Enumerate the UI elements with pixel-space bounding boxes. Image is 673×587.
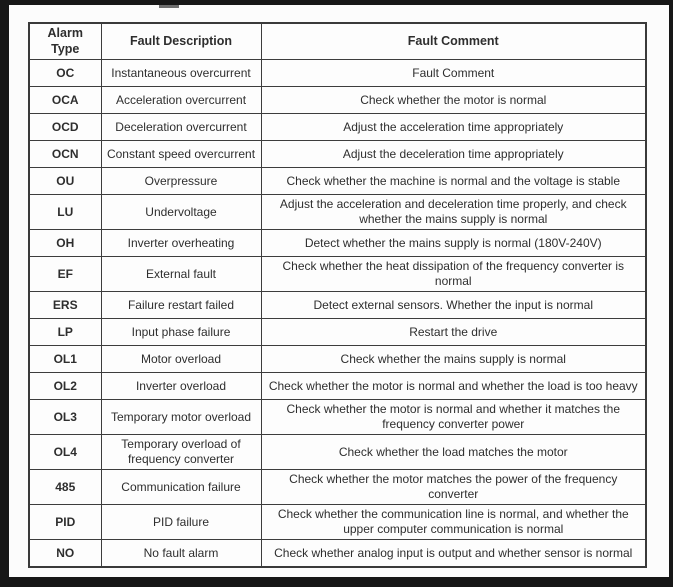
fault-description-cell: Temporary motor overload [100, 399, 262, 436]
fault-comment-cell: Adjust the acceleration and deceleration… [260, 194, 647, 231]
table-row: OU Overpressure Check whether the machine … [28, 167, 647, 196]
table-row: OCA Acceleration overcurrent Check whether… [28, 86, 647, 115]
alarm-type-cell: PID [28, 504, 102, 541]
table-row: OCN Constant speed overcurrent Adjust the … [28, 140, 647, 169]
fault-comment-cell: Detect external sensors. Whether the inp… [260, 291, 647, 320]
alarm-type-cell: OL4 [28, 434, 102, 471]
fault-description-cell: Overpressure [100, 167, 262, 196]
fault-table-body: OC Instantaneous overcurrent Fault Comment… [28, 59, 647, 568]
fault-comment-cell: Restart the drive [260, 318, 647, 347]
alarm-type-cell: NO [28, 539, 102, 568]
alarm-type-cell: OL2 [28, 372, 102, 401]
table-row: OL1 Motor overload Check whether the mains… [28, 345, 647, 374]
table-row: 485 Communication failure Check whether th… [28, 469, 647, 506]
fault-comment-cell: Check whether the communication line is … [260, 504, 647, 541]
alarm-type-cell: OCA [28, 86, 102, 115]
header-row: Alarm Type Fault Description Fault Comme… [28, 22, 647, 61]
table-row: OH Inverter overheating Detect whether the… [28, 229, 647, 258]
fault-table-header: Alarm Type Fault Description Fault Comme… [28, 22, 647, 61]
table-row: PID PID failure Check whether the communic… [28, 504, 647, 541]
fault-comment-cell: Fault Comment [260, 59, 647, 88]
fault-comment-cell: Check whether the load matches the motor [260, 434, 647, 471]
fault-comment-cell: Check whether analog input is output and… [260, 539, 647, 568]
fault-description-cell: Inverter overload [100, 372, 262, 401]
column-header-fault-comment: Fault Comment [260, 22, 647, 61]
fault-description-cell: No fault alarm [100, 539, 262, 568]
alarm-type-cell: OL1 [28, 345, 102, 374]
alarm-type-cell: LU [28, 194, 102, 231]
fault-description-cell: Failure restart failed [100, 291, 262, 320]
table-row: OCD Deceleration overcurrent Adjust the ac… [28, 113, 647, 142]
fault-description-cell: PID failure [100, 504, 262, 541]
fault-comment-cell: Check whether the mains supply is normal [260, 345, 647, 374]
fault-description-cell: Communication failure [100, 469, 262, 506]
table-row: OL2 Inverter overload Check whether the mo… [28, 372, 647, 401]
fault-description-cell: Deceleration overcurrent [100, 113, 262, 142]
alarm-type-cell: OU [28, 167, 102, 196]
fault-comment-cell: Check whether the machine is normal and … [260, 167, 647, 196]
fault-comment-cell: Check whether the motor is normal and wh… [260, 372, 647, 401]
alarm-type-cell: OCN [28, 140, 102, 169]
fault-description-cell: Acceleration overcurrent [100, 86, 262, 115]
column-header-alarm-type: Alarm Type [28, 22, 102, 61]
fault-description-cell: Input phase failure [100, 318, 262, 347]
alarm-type-cell: OCD [28, 113, 102, 142]
crop-artifact [159, 5, 179, 8]
fault-description-cell: External fault [100, 256, 262, 293]
table-row: OC Instantaneous overcurrent Fault Comment [28, 59, 647, 88]
table-row: OL3 Temporary motor overload Check whether… [28, 399, 647, 436]
alarm-type-cell: 485 [28, 469, 102, 506]
fault-comment-cell: Adjust the acceleration time appropriate… [260, 113, 647, 142]
table-row: NO No fault alarm Check whether analog inp… [28, 539, 647, 568]
fault-code-table: Alarm Type Fault Description Fault Comme… [28, 22, 647, 569]
table-row: OL4 Temporary overload of frequency conve… [28, 434, 647, 471]
table-row: LP Input phase failure Restart the drive [28, 318, 647, 347]
fault-description-cell: Undervoltage [100, 194, 262, 231]
fault-comment-cell: Check whether the motor is normal [260, 86, 647, 115]
fault-description-cell: Instantaneous overcurrent [100, 59, 262, 88]
fault-description-cell: Inverter overheating [100, 229, 262, 258]
fault-comment-cell: Detect whether the mains supply is norma… [260, 229, 647, 258]
alarm-type-cell: OH [28, 229, 102, 258]
fault-description-cell: Temporary overload of frequency converte… [100, 434, 262, 471]
table-row: LU Undervoltage Adjust the acceleration an… [28, 194, 647, 231]
column-header-fault-description: Fault Description [100, 22, 262, 61]
page-content: Alarm Type Fault Description Fault Comme… [9, 5, 669, 569]
alarm-type-cell: LP [28, 318, 102, 347]
alarm-type-cell: OC [28, 59, 102, 88]
alarm-type-cell: EF [28, 256, 102, 293]
fault-description-cell: Motor overload [100, 345, 262, 374]
fault-description-cell: Constant speed overcurrent [100, 140, 262, 169]
table-row: EF External fault Check whether the heat d… [28, 256, 647, 293]
fault-comment-cell: Check whether the motor matches the powe… [260, 469, 647, 506]
fault-comment-cell: Check whether the motor is normal and wh… [260, 399, 647, 436]
table-row: ERS Failure restart failed Detect external… [28, 291, 647, 320]
fault-comment-cell: Adjust the deceleration time appropriate… [260, 140, 647, 169]
fault-comment-cell: Check whether the heat dissipation of th… [260, 256, 647, 293]
alarm-type-cell: OL3 [28, 399, 102, 436]
alarm-type-cell: ERS [28, 291, 102, 320]
